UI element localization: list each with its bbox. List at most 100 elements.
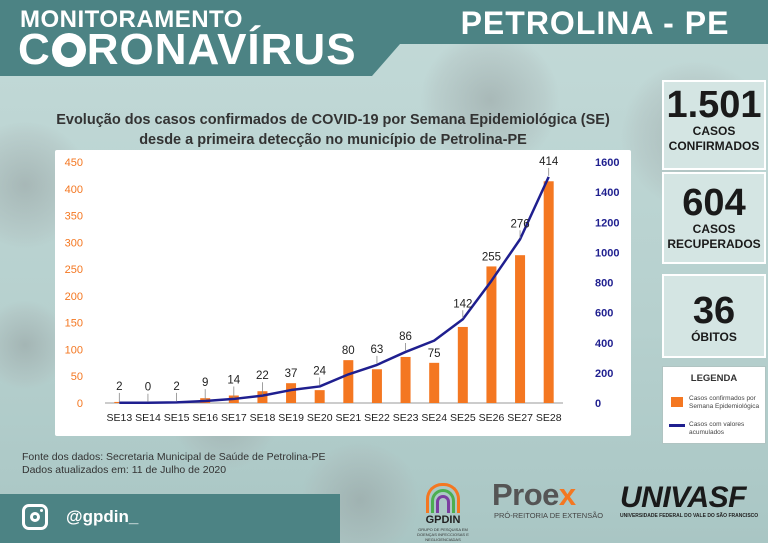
y-left-tick-label: 50 — [71, 371, 83, 383]
y-left-tick-label: 0 — [77, 398, 83, 410]
legend-title: LEGENDA — [690, 373, 738, 384]
x-tick-label: SE13 — [106, 412, 132, 424]
data-source: Fonte dos dados: Secretaria Municipal de… — [22, 451, 326, 477]
brand-title-bottom: C RONAVÍRUS — [18, 27, 357, 73]
y-right-tick-label: 1200 — [595, 217, 619, 229]
gpdin-name: GPDIN — [425, 514, 461, 526]
legend-bar-label: Casos confirmados por Semana Epidemiológ… — [689, 395, 760, 410]
header-notch — [372, 44, 400, 76]
x-tick-label: SE25 — [450, 412, 476, 424]
instagram-handle[interactable]: @gpdin_ — [66, 507, 139, 526]
stat-deaths-value: 36 — [692, 290, 736, 332]
y-right-tick-label: 1600 — [595, 157, 619, 169]
virus-decoration — [420, 30, 560, 170]
x-tick-label: SE19 — [278, 412, 304, 424]
data-label: 414 — [539, 156, 559, 168]
stat-recovered: 604 CASOS RECUPERADOS — [662, 172, 766, 264]
virus-icon — [51, 33, 86, 67]
chart-title: Evolução dos casos confirmados de COVID-… — [20, 110, 646, 150]
data-label: 24 — [313, 365, 326, 377]
x-tick-label: SE21 — [335, 412, 361, 424]
data-label: 2 — [173, 381, 179, 393]
x-tick-label: SE22 — [364, 412, 390, 424]
gpdin-subtitle: GRUPO DE PESQUISA EM DOENÇAS INFECCIOSAS… — [417, 527, 469, 542]
y-left-tick-label: 350 — [65, 211, 83, 223]
y-right-tick-label: 800 — [595, 278, 613, 290]
bar — [343, 360, 354, 403]
x-tick-label: SE26 — [479, 412, 505, 424]
legend-bar-swatch — [671, 397, 683, 407]
bar — [314, 390, 325, 403]
x-tick-label: SE18 — [250, 412, 276, 424]
bar — [457, 326, 468, 403]
gpdin-arc — [436, 495, 450, 513]
bar — [286, 383, 297, 403]
x-tick-label: SE24 — [421, 412, 447, 424]
univasf-subtitle: UNIVERSIDADE FEDERAL DO VALE DO SÃO FRAN… — [620, 513, 759, 519]
y-left-tick-label: 150 — [65, 318, 83, 330]
proex-main: Proe — [492, 477, 559, 512]
stat-confirmed-label-2: CONFIRMADOS — [668, 139, 760, 153]
y-right-tick-label: 200 — [595, 368, 613, 380]
chart-title-line-2: desde a primeira detecção no município d… — [139, 132, 527, 148]
gpdin-arc — [426, 483, 460, 513]
data-label: 63 — [371, 344, 384, 356]
x-tick-label: SE28 — [536, 412, 562, 424]
y-right-tick-label: 400 — [595, 338, 613, 350]
stat-recovered-value: 604 — [682, 182, 746, 224]
legend-line-label: Casos com valores acumulados — [689, 421, 745, 436]
data-label: 2 — [116, 381, 122, 393]
proex-subtitle: PRÓ-REITORIA DE EXTENSÃO — [494, 511, 604, 520]
x-tick-label: SE14 — [135, 412, 161, 424]
stat-confirmed-value: 1.501 — [666, 84, 762, 126]
y-right-tick-label: 600 — [595, 308, 613, 320]
header: MONITORAMENTO C RONAVÍRUS PETROLINA - PE — [0, 0, 768, 76]
y-left-tick-label: 450 — [65, 157, 83, 169]
y-right-tick-label: 1400 — [595, 187, 619, 199]
bar — [543, 181, 554, 403]
x-tick-label: SE27 — [507, 412, 533, 424]
legend-line-swatch — [669, 424, 685, 427]
data-label: 255 — [482, 251, 501, 263]
data-label: 142 — [453, 298, 472, 310]
footer-band — [0, 494, 340, 543]
data-label: 80 — [342, 345, 355, 357]
brand-title-top: MONITORAMENTO — [20, 6, 243, 33]
gpdin-logo — [412, 479, 474, 539]
bar — [429, 362, 440, 403]
y-left-tick-label: 300 — [65, 237, 83, 249]
cumulative-line — [119, 176, 550, 404]
y-left-tick-label: 400 — [65, 184, 83, 196]
proex-x: x — [558, 477, 576, 512]
proex-logo: Proex — [492, 477, 576, 513]
y-left-tick-label: 100 — [65, 344, 83, 356]
header-band-right — [372, 0, 768, 44]
data-label: 22 — [256, 370, 269, 382]
stat-deaths: 36 ÓBITOS — [662, 274, 766, 358]
univasf-logo: UNIVASF — [620, 481, 746, 514]
data-label: 0 — [145, 382, 151, 394]
stat-deaths-label: ÓBITOS — [691, 330, 737, 344]
brand-rest: RONAVÍRUS — [86, 25, 357, 74]
stat-confirmed: 1.501 CASOS CONFIRMADOS — [662, 80, 766, 170]
y-left-tick-label: 200 — [65, 291, 83, 303]
bar — [486, 266, 497, 403]
y-left-tick-label: 250 — [65, 264, 83, 276]
bar — [400, 356, 411, 403]
chart-title-line-1: Evolução dos casos confirmados de COVID-… — [56, 112, 610, 128]
bar — [371, 369, 382, 403]
data-label: 86 — [399, 331, 412, 343]
chart: 0501001502002503003504004500200400600800… — [65, 156, 620, 424]
stat-recovered-label-1: CASOS — [692, 222, 736, 236]
y-right-tick-label: 1000 — [595, 247, 619, 259]
data-label: 276 — [510, 218, 529, 230]
data-label: 9 — [202, 377, 208, 389]
y-right-tick-label: 0 — [595, 398, 601, 410]
chart-legend: LEGENDA Casos confirmados por Semana Epi… — [662, 366, 766, 444]
instagram-icon[interactable] — [22, 504, 48, 530]
bar — [515, 255, 526, 403]
x-tick-label: SE15 — [164, 412, 190, 424]
data-label: 37 — [285, 368, 298, 380]
gpdin-arc — [431, 489, 455, 513]
